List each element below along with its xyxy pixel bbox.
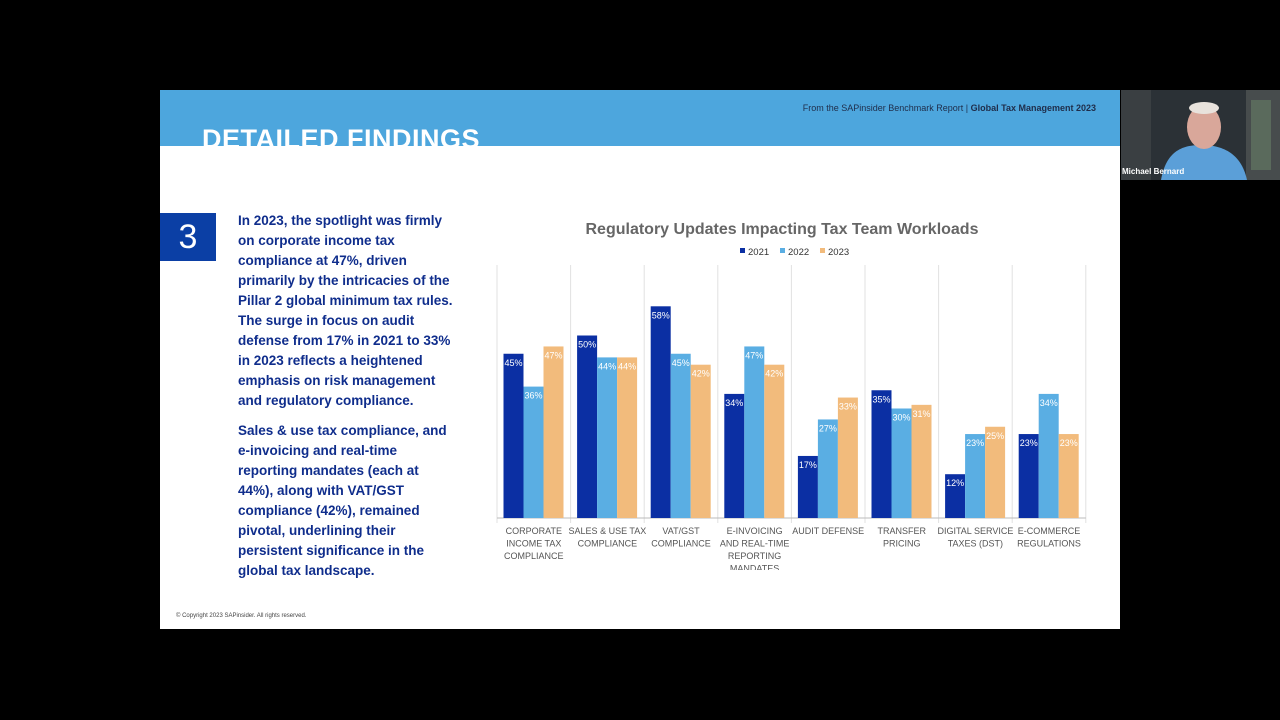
legend-swatch-2022 — [780, 248, 785, 253]
bar-value-label: 47% — [745, 350, 763, 360]
bar-value-label: 33% — [839, 402, 857, 412]
source-note: From the SAPinsider Benchmark Report | G… — [803, 103, 1096, 113]
bar-2021 — [724, 393, 745, 518]
findings-paragraph-2: Sales & use tax compliance, and e-invoic… — [238, 423, 447, 578]
bar-2023 — [837, 397, 858, 518]
legend-label-2021: 2021 — [748, 247, 769, 258]
bar-value-label: 45% — [672, 358, 690, 368]
bar-2023 — [1058, 434, 1079, 518]
bar-value-label: 27% — [819, 423, 837, 433]
bar-2021 — [797, 455, 818, 518]
bar-chart: Regulatory Updates Impacting Tax Team Wo… — [496, 221, 1087, 570]
copyright-note: © Copyright 2023 SAPinsider. All rights … — [176, 613, 307, 619]
chart-title: Regulatory Updates Impacting Tax Team Wo… — [586, 221, 979, 238]
findings-text: In 2023, the spotlight was firmly on cor… — [238, 211, 456, 591]
bar-value-label: 34% — [725, 398, 743, 408]
bar-value-label: 42% — [692, 369, 710, 379]
category-label: VAT/GST COMPLIANCE — [651, 526, 711, 549]
bar-value-label: 31% — [912, 409, 930, 419]
bar-value-label: 34% — [1040, 398, 1058, 408]
bar-value-label: 17% — [799, 460, 817, 470]
legend-swatch-2023 — [820, 248, 825, 253]
bar-value-label: 44% — [618, 361, 636, 371]
bar-2022 — [1038, 393, 1059, 518]
category-label: DIGITAL SERVICE TAXES (DST) — [937, 526, 1013, 549]
bar-2021 — [503, 353, 524, 518]
bar-2022 — [891, 408, 912, 518]
bar-2021 — [871, 390, 892, 518]
category-label: E-COMMERCE REGULATIONS — [1017, 526, 1081, 549]
bar-2023 — [690, 364, 711, 518]
webcam-thumbnail[interactable]: Michael Bernard — [1121, 90, 1280, 180]
presentation-slide: DETAILED FINDINGS From the SAPinsider Be… — [160, 90, 1120, 629]
bar-2022 — [744, 346, 765, 518]
bar-2021 — [577, 335, 598, 518]
slide-title: DETAILED FINDINGS — [202, 124, 480, 146]
bar-2021 — [650, 306, 671, 518]
bar-value-label: 36% — [524, 391, 542, 401]
bar-value-label: 45% — [504, 358, 522, 368]
bar-value-label: 12% — [946, 478, 964, 488]
source-prefix: From the SAPinsider Benchmark Report | — [802, 103, 971, 113]
bar-value-label: 44% — [598, 361, 616, 371]
bar-2023 — [911, 404, 932, 518]
participant-video — [1121, 90, 1280, 180]
legend-label-2022: 2022 — [788, 247, 809, 258]
findings-paragraph-1: In 2023, the spotlight was firmly on cor… — [238, 213, 453, 408]
bar-2021 — [1018, 434, 1039, 518]
category-label: SALES & USE TAX COMPLIANCE — [569, 526, 647, 549]
bar-value-label: 23% — [1020, 438, 1038, 448]
bar-value-label: 23% — [1060, 438, 1078, 448]
bar-2022 — [670, 353, 691, 518]
header-banner: DETAILED FINDINGS From the SAPinsider Be… — [160, 90, 1120, 146]
bar-value-label: 25% — [986, 431, 1004, 441]
category-label: CORPORATE INCOME TAX COMPLIANCE — [504, 526, 564, 561]
category-label: E-INVOICING AND REAL-TIME REPORTING MANDATE… — [720, 526, 790, 570]
bar-value-label: 47% — [544, 350, 562, 360]
bar-2023 — [764, 364, 785, 518]
bar-2022 — [817, 419, 838, 518]
category-label: TRANSFER PRICING — [878, 526, 927, 549]
legend-label-2023: 2023 — [828, 247, 849, 258]
bar-2022 — [523, 386, 544, 518]
bar-2023 — [617, 357, 638, 518]
bar-value-label: 58% — [652, 310, 670, 320]
bar-2022 — [965, 434, 986, 518]
participant-name: Michael Bernard — [1122, 167, 1185, 176]
bar-2022 — [597, 357, 618, 518]
bar-2023 — [985, 426, 1006, 518]
category-label: AUDIT DEFENSE — [792, 526, 864, 536]
bar-value-label: 50% — [578, 340, 596, 350]
chart-legend: 2021 2022 2023 — [740, 247, 849, 258]
section-number-badge: 3 — [160, 213, 216, 261]
bar-value-label: 42% — [765, 369, 783, 379]
legend-swatch-2021 — [740, 248, 745, 253]
bar-2023 — [543, 346, 564, 518]
source-report: Global Tax Management 2023 — [970, 103, 1096, 113]
bar-value-label: 23% — [966, 438, 984, 448]
chart-bars: 45%36%47%50%44% 44%58%45%42%34%47%42%17%2… — [503, 306, 1079, 518]
bar-2021 — [945, 474, 966, 518]
bar-value-label: 35% — [872, 394, 890, 404]
bar-value-label: 30% — [892, 413, 910, 423]
